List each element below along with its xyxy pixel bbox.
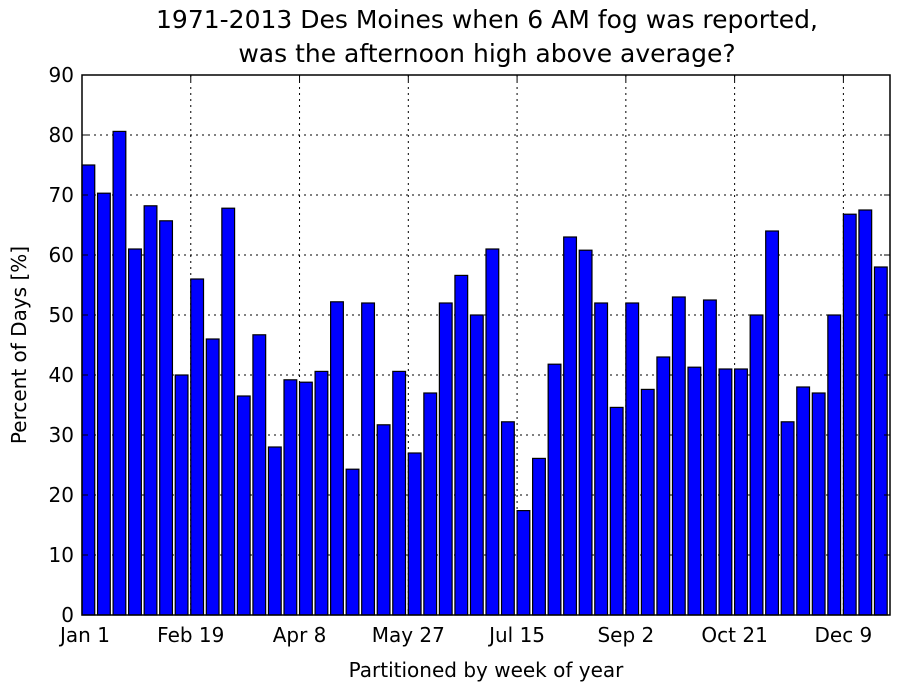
x-tick-label: Jul 15 xyxy=(487,623,545,647)
bar-week-43 xyxy=(734,368,748,616)
plot-area-frame xyxy=(81,74,891,616)
y-tick-label: 20 xyxy=(49,483,74,507)
bar-week-41 xyxy=(702,299,717,616)
bar-week-14 xyxy=(283,379,298,616)
bars xyxy=(81,130,888,616)
bar-week-38 xyxy=(656,356,671,616)
bar-week-17 xyxy=(330,301,344,616)
bar-week-18 xyxy=(345,468,360,616)
chart-title-line-2: was the afternoon high above average? xyxy=(238,39,735,68)
bar-week-35 xyxy=(609,406,624,616)
bar-week-52 xyxy=(873,266,888,616)
bar-week-20 xyxy=(376,424,391,616)
x-axis-label: Partitioned by week of year xyxy=(349,658,625,682)
bar-week-44 xyxy=(749,314,764,616)
y-tick-label: 50 xyxy=(49,303,74,327)
y-tick-label: 40 xyxy=(49,363,74,387)
x-tick-label: Oct 21 xyxy=(701,623,767,647)
bar-week-47 xyxy=(796,386,811,616)
x-tick-label: Jan 1 xyxy=(58,623,110,647)
x-tick-label: Feb 19 xyxy=(157,623,224,647)
bar-week-8 xyxy=(190,278,205,616)
bar-week-15 xyxy=(298,381,313,616)
bar-week-7 xyxy=(174,374,189,616)
bar-week-36 xyxy=(625,302,640,616)
bar-week-48 xyxy=(811,392,826,616)
bar-week-11 xyxy=(236,395,251,616)
y-tick-label: 90 xyxy=(49,63,74,87)
bar-week-46 xyxy=(780,421,795,616)
bar-week-22 xyxy=(407,452,422,616)
bar-week-30 xyxy=(532,457,546,616)
bar-week-27 xyxy=(485,248,500,616)
bar-week-10 xyxy=(221,207,236,616)
x-tick-label: May 27 xyxy=(372,623,445,647)
bar-week-26 xyxy=(469,314,484,616)
bar-week-29 xyxy=(516,510,531,616)
bar-week-19 xyxy=(361,302,376,616)
bar-week-13 xyxy=(267,446,282,616)
y-tick-label: 60 xyxy=(49,243,74,267)
y-tick-label: 30 xyxy=(49,423,74,447)
bar-week-25 xyxy=(454,274,469,616)
bar-week-21 xyxy=(392,370,407,616)
bar-week-49 xyxy=(827,314,842,616)
bar-week-5 xyxy=(143,205,158,616)
bar-week-31 xyxy=(547,363,562,616)
x-tick-label: Dec 9 xyxy=(814,623,872,647)
y-axis-label: Percent of Days [%] xyxy=(7,246,31,444)
bar-week-23 xyxy=(423,392,438,616)
bar-week-50 xyxy=(842,213,857,616)
bar-week-40 xyxy=(687,366,702,616)
y-axis-ticks: 0 10 20 30 40 50 60 70 80 90 xyxy=(49,63,890,627)
x-tick-label: Sep 2 xyxy=(597,623,654,647)
bar-week-9 xyxy=(205,338,220,616)
bar-week-4 xyxy=(128,248,142,616)
bar-week-32 xyxy=(563,236,578,616)
bar-week-12 xyxy=(252,334,267,616)
bar-week-33 xyxy=(578,249,593,616)
bar-week-16 xyxy=(314,370,329,616)
bar-week-1 xyxy=(81,164,96,616)
bar-week-34 xyxy=(594,302,609,616)
bar-week-6 xyxy=(159,220,174,616)
x-tick-label: Apr 8 xyxy=(273,623,327,647)
bar-week-3 xyxy=(112,130,127,616)
bar-week-24 xyxy=(438,302,453,616)
x-axis-ticks: Jan 1 Feb 19 Apr 8 May 27 Jul 15 Sep 2 Oct 21 D… xyxy=(58,75,872,647)
bar-week-28 xyxy=(500,421,515,616)
bar-week-39 xyxy=(671,296,686,616)
y-tick-label: 80 xyxy=(49,123,74,147)
chart-title-line-1: 1971-2013 Des Moines when 6 AM fog was r… xyxy=(156,5,818,34)
bar-week-51 xyxy=(858,209,873,616)
y-tick-label: 70 xyxy=(49,183,74,207)
y-tick-label: 0 xyxy=(61,603,74,627)
y-tick-label: 10 xyxy=(49,543,74,567)
bar-week-37 xyxy=(640,388,655,616)
bar-week-42 xyxy=(718,368,733,616)
bar-week-2 xyxy=(96,192,111,616)
bar-week-45 xyxy=(765,230,780,616)
